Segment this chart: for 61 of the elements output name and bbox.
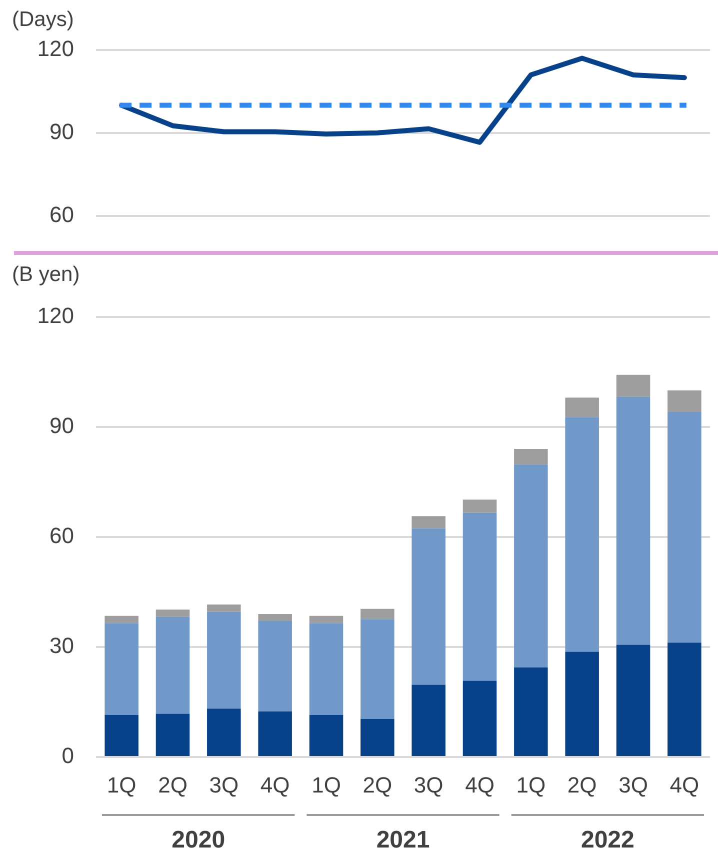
x-tick-label: 2Q <box>362 772 392 798</box>
bar <box>207 708 241 756</box>
y-axis-title: (B yen) <box>12 262 80 286</box>
x-tick-label: 4Q <box>465 772 494 798</box>
y-tick-label: 90 <box>50 413 74 438</box>
bar <box>668 412 702 643</box>
y-tick-label: 30 <box>50 633 74 658</box>
x-tick-label: 3Q <box>618 772 648 798</box>
bar <box>668 642 702 756</box>
bar <box>514 668 548 756</box>
x-tick-label: 4Q <box>260 772 290 798</box>
bar <box>462 512 497 681</box>
x-tick-label: 4Q <box>670 772 700 798</box>
bar <box>360 608 394 620</box>
bar <box>156 714 190 756</box>
text: 2021 <box>376 826 430 854</box>
bar <box>309 714 344 756</box>
y-tick-label: 120 <box>37 303 74 328</box>
x-tick-label: 2Q <box>158 772 188 798</box>
bar <box>462 680 497 756</box>
y-tick-label: 90 <box>50 118 74 144</box>
bar <box>616 374 650 397</box>
bar <box>412 684 446 756</box>
bar <box>258 620 292 712</box>
bar <box>207 612 241 709</box>
x-tick-label: 1Q <box>312 772 341 798</box>
bar <box>258 712 292 756</box>
y-tick-label: 60 <box>50 523 74 548</box>
bar <box>360 619 394 719</box>
bar <box>616 644 650 756</box>
x-tick-label: 2Q <box>567 772 597 798</box>
bar <box>156 610 190 617</box>
text: 2022 <box>580 826 634 854</box>
bar <box>104 623 138 715</box>
y-tick-label: 120 <box>37 36 74 62</box>
bar <box>514 464 548 668</box>
bar <box>104 616 138 624</box>
x-tick-label: 1Q <box>516 772 546 798</box>
bar <box>309 616 344 624</box>
bar <box>565 398 599 418</box>
bar <box>565 417 599 652</box>
bar <box>412 516 446 528</box>
y-tick-label: 60 <box>50 202 74 227</box>
bar <box>514 449 548 464</box>
y-axis-title: (Days) <box>12 8 74 31</box>
bar <box>104 714 138 756</box>
x-tick-label: 1Q <box>106 772 136 798</box>
text: 2020 <box>172 826 226 854</box>
bar <box>616 396 650 645</box>
bar <box>668 390 702 412</box>
bar <box>462 500 497 513</box>
x-tick-label: 3Q <box>209 772 239 798</box>
bar <box>156 616 190 714</box>
bar <box>360 718 394 756</box>
bar <box>565 652 599 756</box>
bar <box>207 604 241 612</box>
bar <box>309 623 344 715</box>
y-tick-label: 0 <box>62 743 74 768</box>
bar <box>258 614 292 621</box>
x-tick-label: 3Q <box>414 772 444 798</box>
bar <box>412 528 446 685</box>
